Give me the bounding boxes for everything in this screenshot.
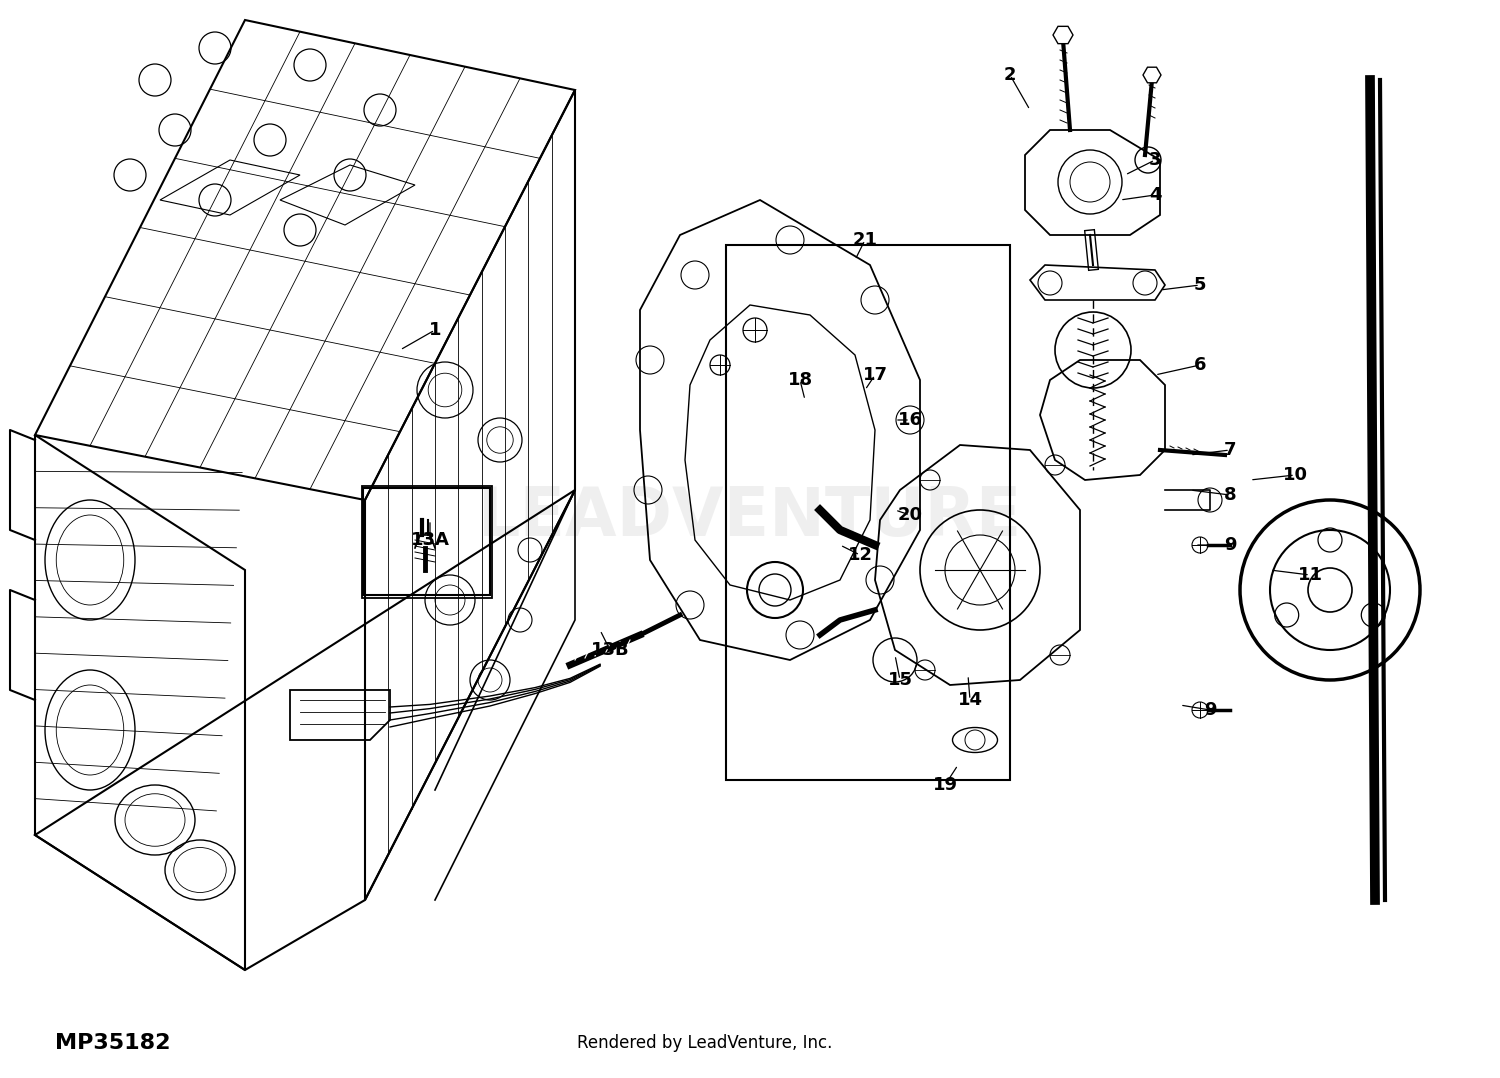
Text: 13B: 13B	[591, 641, 630, 659]
Text: 18: 18	[788, 371, 813, 389]
Text: 17: 17	[862, 367, 888, 384]
Text: 10: 10	[1282, 466, 1308, 484]
Text: 9: 9	[1203, 701, 1216, 719]
Text: MP35182: MP35182	[56, 1033, 171, 1053]
Bar	[362, 486, 492, 598]
Bar	[363, 488, 490, 595]
Text: 19: 19	[933, 776, 957, 794]
Text: LEADVENTURE: LEADVENTURE	[478, 484, 1022, 551]
Text: 20: 20	[897, 506, 922, 524]
Polygon shape	[1053, 26, 1072, 44]
Text: Rendered by LeadVenture, Inc.: Rendered by LeadVenture, Inc.	[578, 1034, 832, 1052]
Polygon shape	[1143, 67, 1161, 83]
Text: 21: 21	[852, 231, 877, 249]
Text: 15: 15	[888, 671, 912, 689]
Text: 8: 8	[1224, 486, 1236, 505]
Text: 16: 16	[897, 411, 922, 429]
Text: 12: 12	[847, 545, 873, 564]
Text: 3: 3	[1149, 151, 1161, 169]
Text: 9: 9	[1224, 536, 1236, 554]
Text: 11: 11	[1298, 566, 1323, 584]
Bar	[726, 245, 1010, 780]
Text: 6: 6	[1194, 356, 1206, 374]
Text: 5: 5	[1194, 276, 1206, 294]
Text: 7: 7	[1224, 441, 1236, 459]
Text: 2: 2	[1004, 66, 1017, 84]
Text: 1: 1	[429, 321, 441, 338]
Text: 14: 14	[957, 691, 982, 709]
Text: 13A: 13A	[411, 531, 450, 549]
Text: 4: 4	[1149, 186, 1161, 204]
